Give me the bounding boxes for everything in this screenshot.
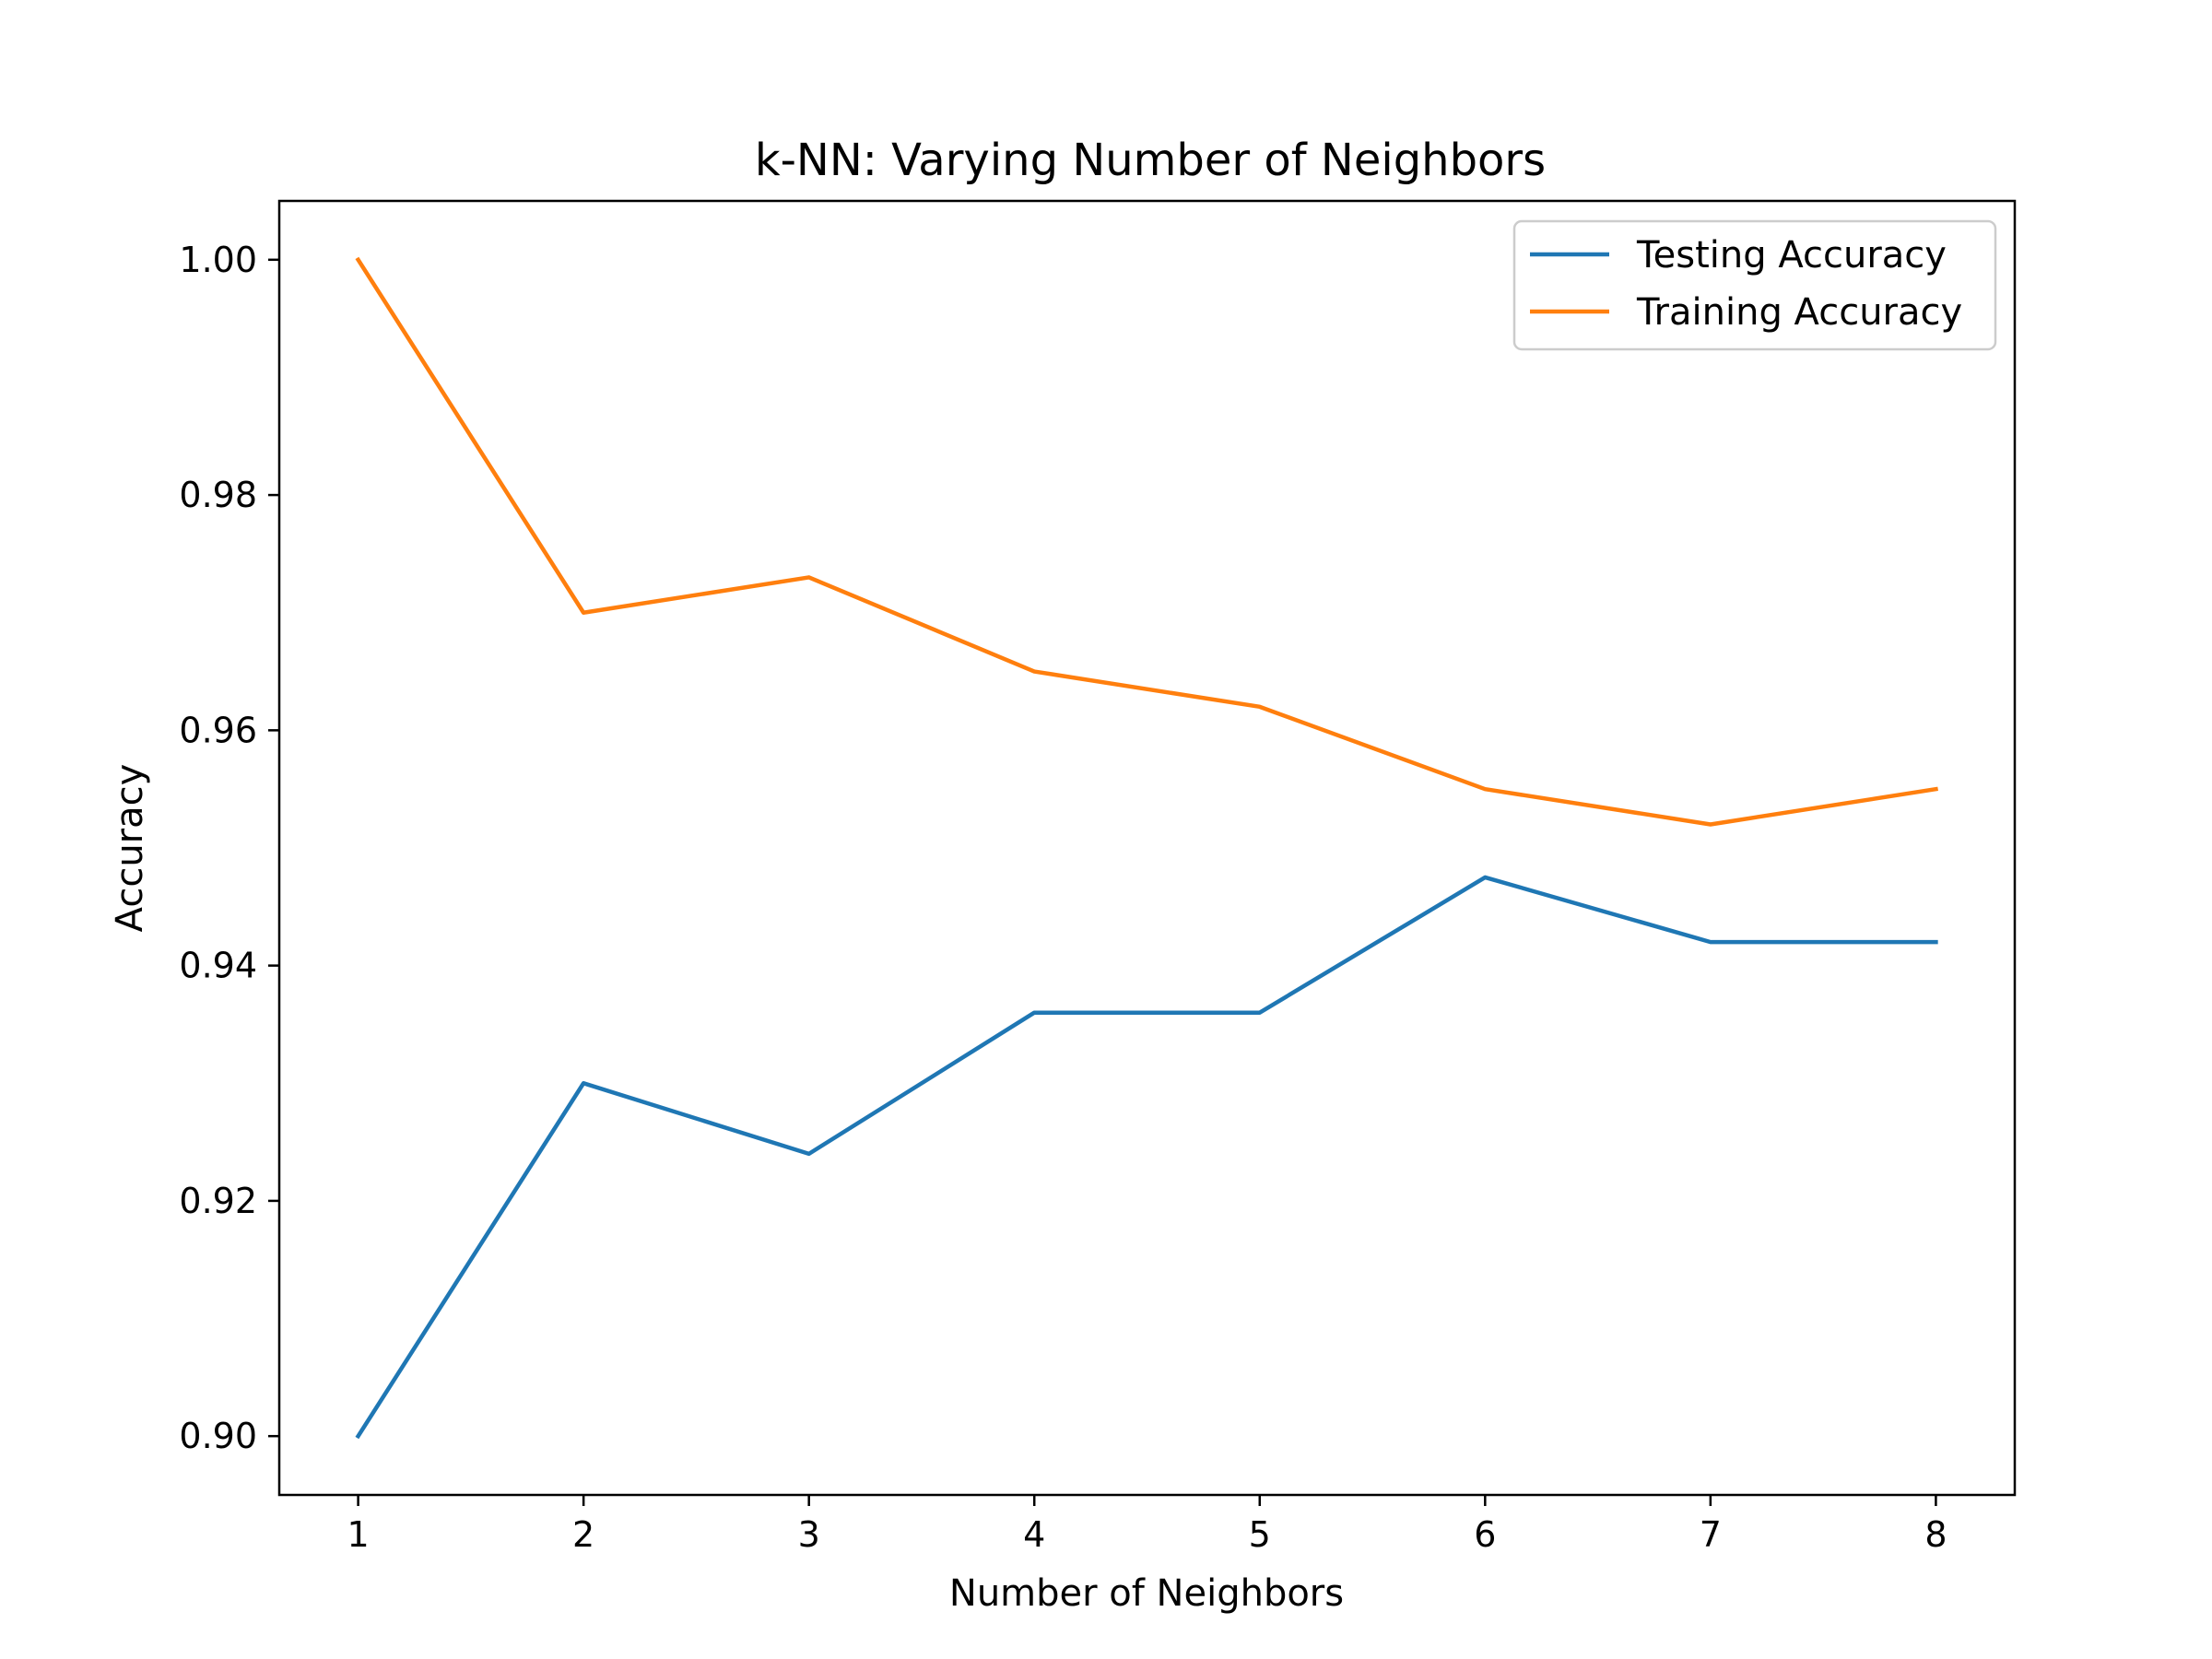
x-tick-label: 3 (798, 1514, 820, 1555)
plot-area (355, 256, 1938, 1440)
x-axis-label: Number of Neighbors (949, 1572, 1344, 1615)
y-tick-label: 0.98 (179, 475, 257, 515)
legend-box (1512, 219, 1997, 351)
x-tick-label: 1 (347, 1514, 369, 1555)
x-tick-label: 6 (1474, 1514, 1496, 1555)
legend-label: Testing Accuracy (1636, 234, 1947, 276)
y-tick-label: 1.00 (179, 240, 257, 280)
x-tick-label: 5 (1249, 1514, 1271, 1555)
y-tick-label: 0.96 (179, 710, 257, 750)
y-axis-label: Accuracy (109, 764, 151, 933)
x-axis-ticks: 1 2 3 4 5 6 7 8 (347, 1495, 1947, 1555)
series-line-testing-accuracy (355, 875, 1938, 1440)
x-tick-label: 7 (1700, 1514, 1722, 1555)
legend: Testing Accuracy Training Accuracy (1512, 219, 1997, 351)
y-tick-label: 0.92 (179, 1181, 257, 1221)
plot-frame (277, 199, 2017, 1497)
x-tick-label: 2 (572, 1514, 594, 1555)
x-tick-label: 4 (1023, 1514, 1045, 1555)
series-line-training-accuracy (355, 256, 1938, 827)
y-tick-label: 0.90 (179, 1416, 257, 1456)
y-tick-label: 0.94 (179, 946, 257, 986)
y-axis-ticks: 0.90 0.92 0.94 0.96 0.98 1.00 (179, 240, 279, 1456)
x-tick-label: 8 (1924, 1514, 1947, 1555)
chart-title: k-NN: Varying Number of Neighbors (755, 135, 1546, 186)
legend-label: Training Accuracy (1636, 291, 1962, 334)
